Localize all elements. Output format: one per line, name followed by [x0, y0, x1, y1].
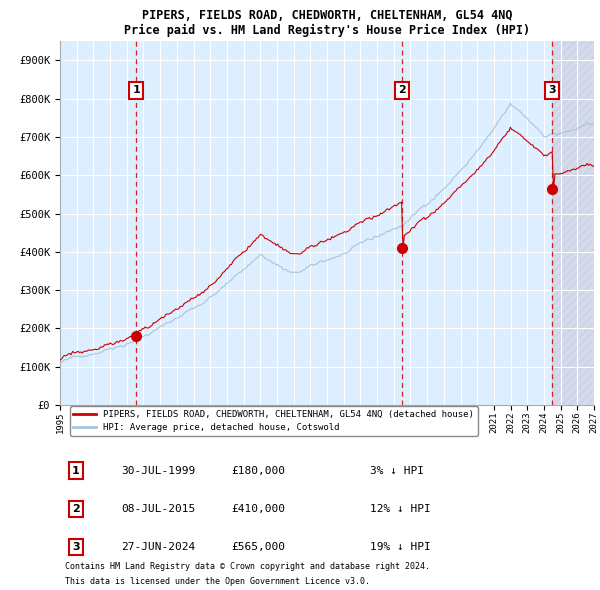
Text: 12% ↓ HPI: 12% ↓ HPI	[370, 504, 430, 514]
Text: £180,000: £180,000	[231, 466, 285, 476]
Title: PIPERS, FIELDS ROAD, CHEDWORTH, CHELTENHAM, GL54 4NQ
Price paid vs. HM Land Regi: PIPERS, FIELDS ROAD, CHEDWORTH, CHELTENH…	[124, 9, 530, 37]
Text: 3% ↓ HPI: 3% ↓ HPI	[370, 466, 424, 476]
Text: 2: 2	[72, 504, 80, 514]
Text: 08-JUL-2015: 08-JUL-2015	[121, 504, 196, 514]
Text: Contains HM Land Registry data © Crown copyright and database right 2024.: Contains HM Land Registry data © Crown c…	[65, 562, 430, 571]
Text: 3: 3	[72, 542, 80, 552]
Text: 2: 2	[398, 86, 406, 96]
Legend: PIPERS, FIELDS ROAD, CHEDWORTH, CHELTENHAM, GL54 4NQ (detached house), HPI: Aver: PIPERS, FIELDS ROAD, CHEDWORTH, CHELTENH…	[70, 406, 478, 436]
Text: 3: 3	[548, 86, 556, 96]
Text: 27-JUN-2024: 27-JUN-2024	[121, 542, 196, 552]
Text: 1: 1	[72, 466, 80, 476]
Bar	[552, 41, 594, 405]
Text: 30-JUL-1999: 30-JUL-1999	[121, 466, 196, 476]
Text: This data is licensed under the Open Government Licence v3.0.: This data is licensed under the Open Gov…	[65, 577, 370, 586]
Text: 19% ↓ HPI: 19% ↓ HPI	[370, 542, 430, 552]
Text: £565,000: £565,000	[231, 542, 285, 552]
Text: £410,000: £410,000	[231, 504, 285, 514]
Text: 1: 1	[133, 86, 140, 96]
